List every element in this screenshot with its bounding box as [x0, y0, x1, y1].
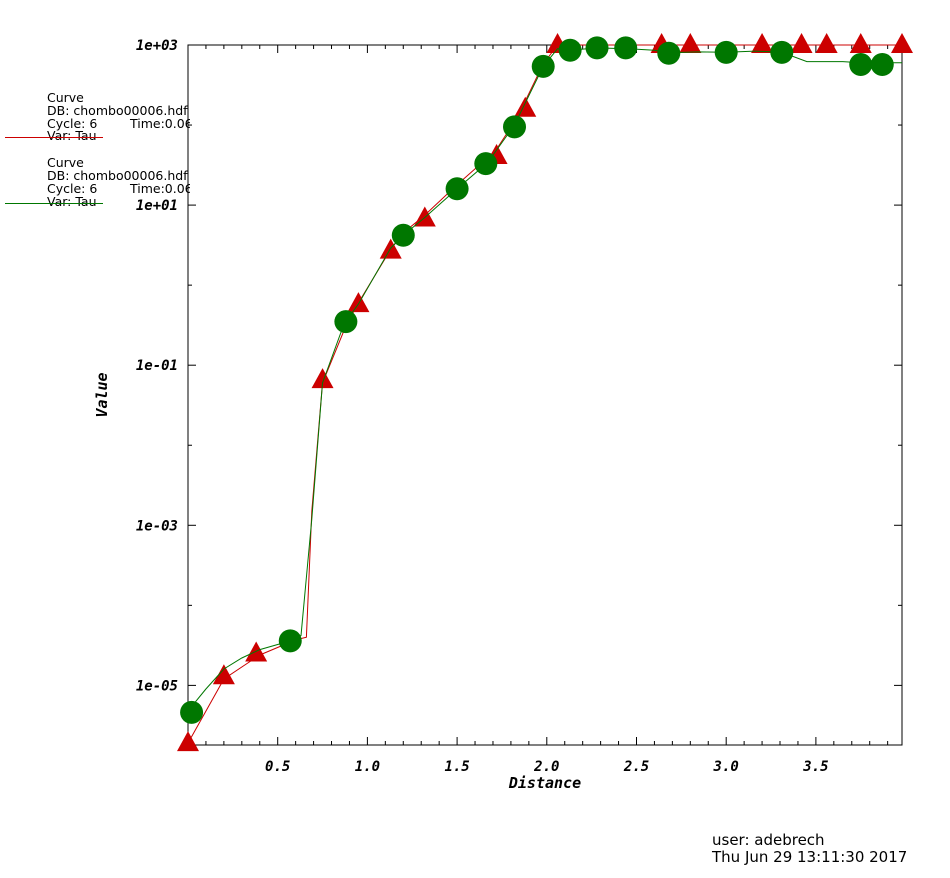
triangle-marker	[311, 368, 334, 389]
y-tick-label: 1e-03	[136, 518, 178, 534]
legend-curve-1: Curve DB: chombo00006.hdf Cycle: 6 Time:…	[0, 89, 190, 159]
user-info: user: adebrech Thu Jun 29 13:11:30 2017	[712, 832, 907, 866]
circle-marker	[614, 36, 638, 60]
x-tick-label: 3.0	[713, 759, 739, 775]
circle-marker	[278, 629, 302, 653]
y-axis-label: Value	[93, 372, 111, 417]
triangle-marker	[849, 33, 872, 53]
triangle-marker	[212, 664, 235, 685]
legend-cycle: Cycle: 6	[47, 116, 98, 131]
x-axis-label: Distance	[508, 774, 581, 792]
triangle-marker	[751, 33, 774, 53]
circle-marker	[558, 38, 582, 62]
legend-db: DB: chombo00006.hdf	[47, 103, 188, 118]
series-line	[187, 47, 902, 712]
circle-marker	[657, 41, 681, 65]
legend-db: DB: chombo00006.hdf	[47, 168, 188, 183]
circle-marker	[445, 177, 469, 201]
triangle-marker	[790, 33, 813, 53]
x-tick-label: 3.5	[802, 759, 828, 775]
circle-marker	[870, 53, 894, 77]
circle-marker	[180, 700, 204, 724]
triangle-marker	[679, 33, 702, 53]
circle-marker	[531, 54, 555, 78]
legend-title: Curve	[47, 155, 84, 170]
x-tick-label: 1.0	[355, 759, 380, 775]
series-2	[180, 36, 902, 724]
triangle-marker	[177, 731, 199, 752]
x-tick-label: 0.5	[265, 759, 290, 775]
y-tick-label: 1e+01	[136, 198, 178, 214]
triangle-marker	[514, 96, 537, 117]
circle-marker	[770, 40, 794, 64]
y-tick-label: 1e+03	[136, 38, 178, 54]
circle-marker	[714, 40, 738, 64]
axes: 0.5 1.0 1.5 2.0 2.5 3.0 3.5 1e-05 1e-03 1e-01 1e+0…	[136, 38, 903, 775]
legend-swatch	[5, 203, 103, 204]
user-name: user: adebrech	[712, 831, 825, 849]
legend-curve-2: Curve DB: chombo00006.hdf Cycle: 6 Time:…	[0, 155, 190, 225]
series-layer	[177, 33, 913, 752]
circle-marker	[334, 310, 358, 334]
circle-marker	[849, 53, 873, 77]
legend-title: Curve	[47, 90, 84, 105]
triangle-marker	[891, 33, 913, 53]
y-tick-label: 1e-05	[136, 678, 178, 694]
legend-var: Var: Tau	[47, 194, 97, 209]
triangle-marker	[347, 292, 370, 313]
y-tick-label: 1e-01	[136, 358, 178, 374]
x-tick-label: 2.0	[533, 759, 559, 775]
circle-marker	[503, 115, 527, 139]
legend-var: Var: Tau	[47, 128, 97, 143]
circle-marker	[585, 36, 609, 60]
circle-marker	[391, 223, 415, 247]
legend-swatch	[5, 137, 103, 138]
timestamp: Thu Jun 29 13:11:30 2017	[712, 848, 908, 866]
axis-labels: Distance Value	[93, 372, 581, 792]
x-tick-label: 1.5	[444, 759, 469, 775]
circle-marker	[474, 152, 498, 176]
triangle-marker	[815, 33, 838, 53]
legend-time: Time:0.06	[130, 181, 190, 196]
legend-cycle: Cycle: 6	[47, 181, 98, 196]
x-tick-label: 2.5	[623, 759, 649, 775]
plot-frame	[187, 44, 903, 746]
legend-time: Time:0.06	[130, 116, 190, 131]
